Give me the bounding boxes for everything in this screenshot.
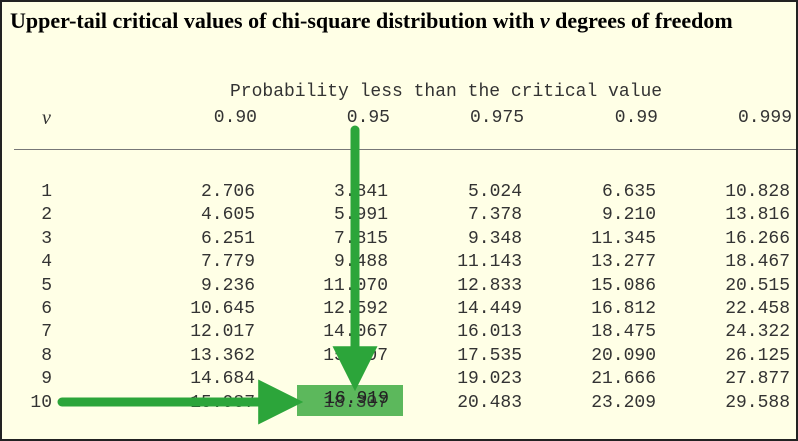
table-row: 4 7.779 9.488 11.143 13.277 18.467 [0, 252, 798, 275]
nu-cell: 3 [41, 228, 52, 249]
value-cell: 2.706 [200, 182, 255, 202]
nu-cell: 6 [41, 298, 52, 319]
table-row: 8 13.362 15.507 17.535 20.090 26.125 [0, 346, 798, 369]
value-cell: 23.209 [591, 392, 656, 413]
nu-cell: 8 [41, 345, 52, 366]
value-cell: 7.378 [467, 205, 522, 226]
value-cell: 4.605 [200, 205, 255, 226]
value-cell: 22.458 [725, 298, 790, 319]
value-cell: 13.277 [591, 252, 656, 273]
value-cell: 18.475 [591, 322, 656, 343]
value-cell: 9.210 [601, 205, 656, 226]
value-cell: 15.086 [591, 275, 656, 296]
value-cell: 17.535 [457, 345, 522, 366]
value-cell: 6.251 [200, 228, 255, 249]
value-cell: 10.645 [190, 298, 255, 319]
column-header-099: 0.99 [614, 108, 658, 128]
nu-cell: 2 [41, 205, 52, 226]
header-divider [14, 149, 796, 150]
value-cell: 6.635 [601, 182, 656, 202]
value-cell: 24.322 [725, 322, 790, 343]
value-cell: 13.816 [725, 205, 790, 226]
nu-cell: 4 [41, 252, 52, 273]
value-cell: 5.991 [333, 205, 388, 226]
nu-cell: 9 [41, 369, 52, 390]
column-header-0999: 0.999 [737, 108, 792, 128]
table-row: 3 6.251 7.815 9.348 11.345 16.266 [0, 229, 798, 252]
value-cell: 16.812 [591, 298, 656, 319]
value-cell: 26.125 [725, 345, 790, 366]
value-cell: 11.345 [591, 228, 656, 249]
page-title: Upper-tail critical values of chi-square… [10, 6, 790, 35]
column-header-095: 0.95 [346, 108, 390, 128]
value-cell: 19.023 [457, 369, 522, 390]
table-row: 7 12.017 14.067 16.013 18.475 24.322 [0, 322, 798, 345]
nu-cell: 10 [30, 392, 52, 413]
value-cell: 29.588 [725, 392, 790, 413]
value-cell: 18.467 [725, 252, 790, 273]
value-cell: 9.348 [467, 228, 522, 249]
value-cell: 12.592 [323, 298, 388, 319]
table-row: 1 2.706 3.841 5.024 6.635 10.828 [0, 182, 798, 205]
value-cell: 7.815 [333, 228, 388, 249]
value-cell: 9.236 [200, 275, 255, 296]
value-cell: 7.779 [200, 252, 255, 273]
value-cell: 15.507 [323, 345, 388, 366]
value-cell: 9.488 [333, 252, 388, 273]
value-cell: 11.143 [457, 252, 522, 273]
table-row: 6 10.645 12.592 14.449 16.812 22.458 [0, 299, 798, 322]
value-cell: 13.362 [190, 345, 255, 366]
nu-cell: 1 [41, 182, 52, 202]
spanning-column-header: Probability less than the critical value [230, 82, 663, 102]
value-cell: 20.515 [725, 275, 790, 296]
value-cell: 3.841 [333, 182, 388, 202]
value-cell: 15.987 [190, 392, 255, 413]
table-row: 10 15.987 18.307 20.483 23.209 29.588 [0, 393, 798, 416]
nu-column-header: ν [42, 107, 51, 129]
value-cell: 18.307 [323, 392, 388, 413]
table-row: 2 4.605 5.991 7.378 9.210 13.816 [0, 205, 798, 228]
highlighted-value: 16.919 [324, 389, 389, 409]
nu-cell: 5 [41, 275, 52, 296]
value-cell: 14.449 [457, 298, 522, 319]
table-body: 1 2.706 3.841 5.024 6.635 10.828 2 4.605 5.991 7.… [0, 182, 798, 416]
column-header-090: 0.90 [213, 108, 257, 128]
value-cell: 11.070 [323, 275, 388, 296]
value-cell: 16.013 [457, 322, 522, 343]
value-cell: 10.828 [725, 182, 790, 202]
value-cell: 12.833 [457, 275, 522, 296]
nu-cell: 7 [41, 322, 52, 343]
value-cell: 27.877 [725, 369, 790, 390]
value-cell: 20.483 [457, 392, 522, 413]
column-header-0975: 0.975 [469, 108, 524, 128]
value-cell: 21.666 [591, 369, 656, 390]
value-cell: 20.090 [591, 345, 656, 366]
title-text: Upper-tail critical values of chi-square… [10, 8, 733, 33]
value-cell: 16.266 [725, 228, 790, 249]
value-cell: 12.017 [190, 322, 255, 343]
value-cell: 14.684 [190, 369, 255, 390]
value-cell: 5.024 [467, 182, 522, 202]
table-row: 5 9.236 11.070 12.833 15.086 20.515 [0, 276, 798, 299]
value-cell: 14.067 [323, 322, 388, 343]
